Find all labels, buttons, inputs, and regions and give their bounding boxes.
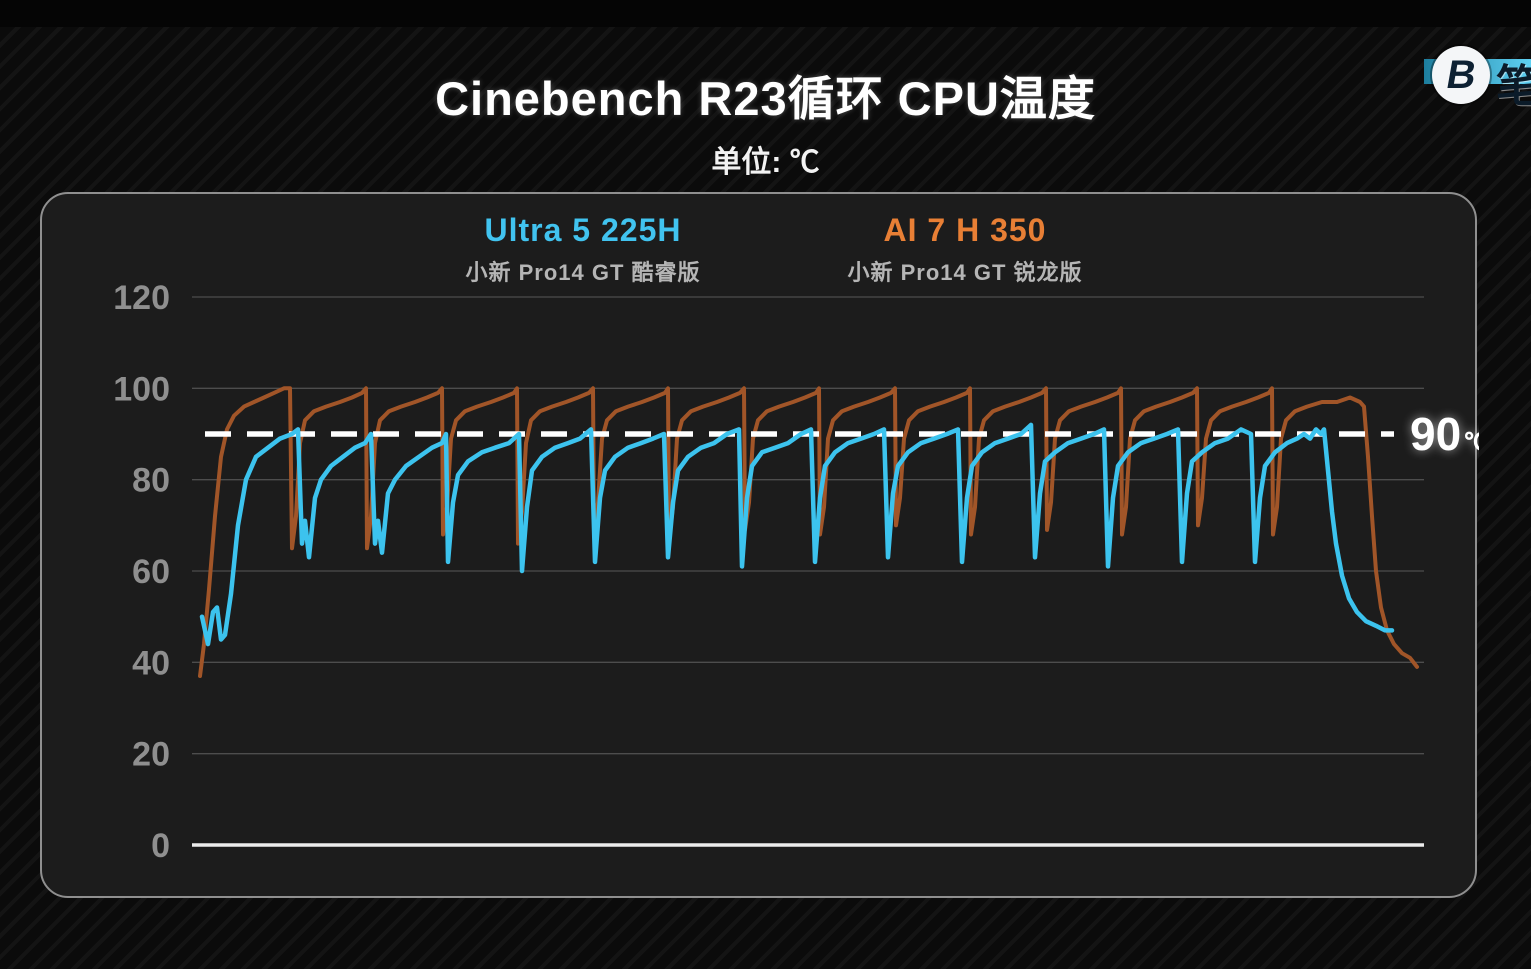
chart-card: 0 20 40 60 80 100 120 90℃ Ultra 5 225H 小新 Pro14… <box>40 192 1479 898</box>
top-black-bar <box>0 0 1531 27</box>
channel-logo-partial-char: 笔 <box>1496 62 1531 111</box>
y-axis-tick-label: 20 <box>132 736 170 774</box>
legend-item-ai7: AI 7 H 350 小新 Pro14 GT 锐龙版 <box>847 212 1082 287</box>
legend-name-ai7: AI 7 H 350 <box>883 212 1047 248</box>
y-axis-tick-label: 0 <box>151 827 170 865</box>
y-axis-tick-label: 100 <box>113 370 170 408</box>
series-line-ultra-5-225h <box>199 422 1395 647</box>
threshold-label: 90℃ <box>1410 408 1479 460</box>
temperature-line-chart: 0 20 40 60 80 100 120 90℃ <box>113 279 1479 865</box>
y-axis-tick-label: 40 <box>132 644 170 682</box>
y-axis-tick-label: 60 <box>132 553 170 591</box>
page-subtitle: 单位: ℃ <box>711 146 820 179</box>
channel-logo-monogram-icon: B <box>1442 53 1480 97</box>
legend-item-ultra5: Ultra 5 225H 小新 Pro14 GT 酷睿版 <box>465 212 700 287</box>
y-axis-tick-label: 120 <box>113 279 170 317</box>
y-axis-tick-label: 80 <box>132 462 170 500</box>
legend-device-ai7: 小新 Pro14 GT 锐龙版 <box>847 260 1083 285</box>
legend-device-ultra5: 小新 Pro14 GT 酷睿版 <box>465 260 701 285</box>
channel-logo-circle: B <box>1432 46 1490 104</box>
legend-name-ultra5: Ultra 5 225H <box>484 212 682 248</box>
page-title: Cinebench R23循环 CPU温度 <box>435 72 1096 125</box>
